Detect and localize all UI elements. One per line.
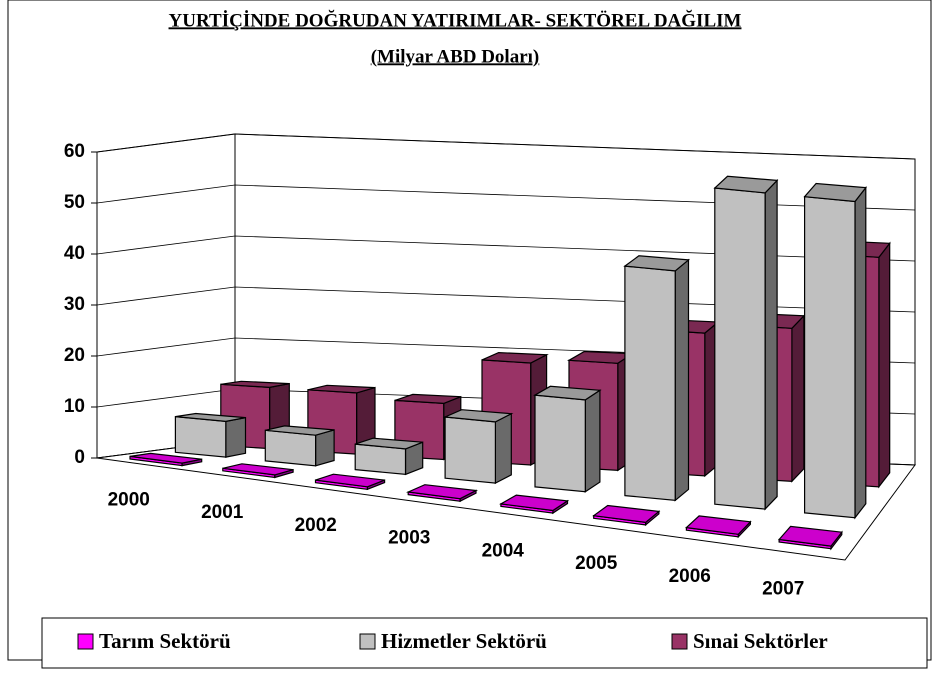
bar <box>222 463 294 479</box>
bar-front <box>174 415 227 458</box>
bar <box>174 412 247 458</box>
bar-top <box>442 409 514 423</box>
grid-line <box>96 235 916 262</box>
bar-side <box>764 178 778 511</box>
bar-top <box>777 525 843 547</box>
grid-line <box>96 184 916 211</box>
bar-front <box>624 265 676 502</box>
x-tick-label: 2000 <box>108 489 150 510</box>
bar-top <box>481 351 549 364</box>
x-tick-label: 2001 <box>201 502 244 523</box>
bar <box>777 525 843 551</box>
bar <box>405 484 479 503</box>
bar <box>713 175 779 511</box>
bar <box>623 255 691 502</box>
bar-side <box>854 185 867 520</box>
bar <box>314 473 386 491</box>
legend-box <box>41 617 928 669</box>
bar-side <box>791 314 805 483</box>
bar-top <box>355 437 423 450</box>
legend-label: Sınai Sektörler <box>693 629 828 653</box>
bar-front <box>714 187 766 510</box>
bar-top <box>315 473 385 488</box>
bar <box>592 504 661 527</box>
bar-front <box>444 416 496 484</box>
legend-swatch <box>359 633 376 650</box>
bar-side <box>674 258 690 502</box>
x-tick-label: 2005 <box>575 553 618 574</box>
bar-top <box>175 412 246 423</box>
bar-side <box>315 429 335 467</box>
x-tick-label: 2007 <box>762 579 804 600</box>
bar-top <box>220 380 290 389</box>
y-tick-label: 60 <box>64 141 85 162</box>
legend-swatch <box>77 633 94 650</box>
bar-top <box>623 255 691 272</box>
bar-top <box>222 463 294 476</box>
bar-top <box>307 384 376 394</box>
y-tick-label: 0 <box>74 447 85 468</box>
x-tick-label: 2006 <box>669 566 711 587</box>
chart-subtitle: (Milyar ABD Doları) <box>371 46 540 67</box>
grid-line <box>96 133 916 160</box>
y-tick-label: 30 <box>64 294 85 315</box>
y-tick-label: 40 <box>64 243 85 264</box>
bar <box>533 385 602 493</box>
bar-top <box>713 175 779 194</box>
bar-top <box>265 425 335 436</box>
bar-top <box>803 182 867 203</box>
bar-top <box>533 385 602 401</box>
y-tick-label: 20 <box>64 345 85 366</box>
legend-label: Hizmetler Sektörü <box>381 629 547 653</box>
bar-side <box>878 241 891 489</box>
y-tick-label: 10 <box>64 396 85 417</box>
bar-top <box>129 452 202 464</box>
bar <box>264 425 335 467</box>
legend-label: Tarım Sektörü <box>99 629 231 653</box>
bar-side <box>494 412 512 485</box>
bar-top <box>405 484 479 500</box>
bar-side <box>584 389 601 493</box>
bar-side <box>225 416 247 458</box>
bar-front <box>534 394 586 493</box>
x-tick-label: 2002 <box>295 515 337 536</box>
bar <box>129 452 203 467</box>
bar <box>803 182 867 520</box>
chart-title: YURTİÇİNDE DOĞRUDAN YATIRIMLAR- SEKTÖREL… <box>169 9 742 31</box>
legend-swatch <box>671 633 688 650</box>
bar-top <box>394 393 462 405</box>
bar-front <box>803 196 856 519</box>
y-tick-label: 50 <box>64 192 85 213</box>
bar <box>499 494 570 515</box>
bar-top <box>592 504 661 524</box>
bar-front <box>264 429 317 467</box>
bar <box>442 409 514 485</box>
bar <box>685 515 752 539</box>
bar-top <box>685 515 752 535</box>
x-tick-label: 2003 <box>388 528 430 549</box>
x-tick-label: 2004 <box>482 540 525 561</box>
bar-top <box>499 494 570 512</box>
bar <box>354 437 424 476</box>
